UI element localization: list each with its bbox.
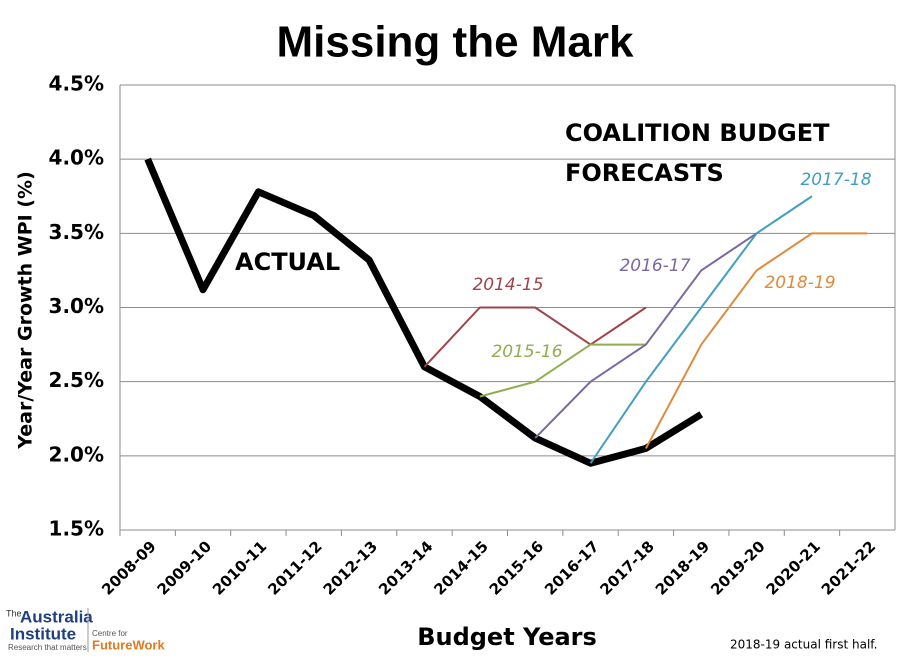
y-tick-label: 1.5% [49,517,104,541]
series-line [645,232,868,449]
series: 2016-17 [534,232,758,439]
x-tick-label: 2011-12 [264,537,325,598]
series-line [534,232,758,439]
x-tick-label: 2009-10 [154,537,215,598]
y-tick-label: 2.5% [49,368,104,392]
x-tick-label: 2008-09 [98,537,159,598]
logo-prefix: The [6,608,22,618]
series-label: 2016-17 [619,256,690,276]
series: 2018-19 [645,232,868,449]
y-tick-label: 4.0% [49,146,104,170]
logo-partner-name: FutureWork [92,637,165,652]
y-tick-label: 2.0% [49,442,104,466]
logo-tagline: Research that matters [8,643,87,652]
x-tick-label: 2010-11 [209,537,270,598]
y-tick-label: 3.0% [49,294,104,318]
x-tick-label: 2012-13 [320,537,381,598]
annotation: COALITION BUDGET FORECASTS [565,119,830,187]
logo: The Australia Institute Research that ma… [6,607,165,652]
series-label: 2018-19 [764,273,835,293]
annotation-line: FORECASTS [565,159,724,187]
series: ACTUAL [144,157,704,467]
series: 2017-18 [589,170,872,464]
series-label: 2015-16 [491,342,562,362]
x-tick-label: 2014-15 [430,537,491,598]
y-tick-label: 4.5% [49,72,104,96]
series-label-actual: ACTUAL [235,248,340,276]
x-tick-label: 2019-20 [707,537,768,598]
y-tick-label: 3.5% [49,220,104,244]
y-axis-label: Year/Year Growth WPI (%) [15,171,37,450]
footnote: 2018-19 actual first half. [730,638,877,652]
x-tick-label: 2016-17 [541,537,602,598]
series-line [589,195,813,464]
x-axis-label: Budget Years [417,623,597,651]
series-line [479,343,646,398]
series-label: 2017-18 [800,170,871,190]
chart-title: Missing the Mark [277,18,634,67]
x-tick-label: 2013-14 [375,537,436,598]
series: 2014-15 [423,275,647,368]
logo-partner: Centre for [92,629,128,638]
series-label: 2014-15 [472,275,543,295]
series-line [144,157,704,467]
series: 2015-16 [479,342,646,398]
series-line [423,306,647,368]
x-tick-label: 2017-18 [596,537,657,598]
annotation-line: COALITION BUDGET [565,119,830,147]
x-tick-label: 2020-21 [763,537,824,598]
logo-name: Australia [20,607,93,626]
x-tick-label: 2018-19 [652,537,713,598]
x-tick-label: 2021-22 [818,537,879,598]
x-tick-label: 2015-16 [486,537,547,598]
logo-name2: Institute [10,624,76,643]
